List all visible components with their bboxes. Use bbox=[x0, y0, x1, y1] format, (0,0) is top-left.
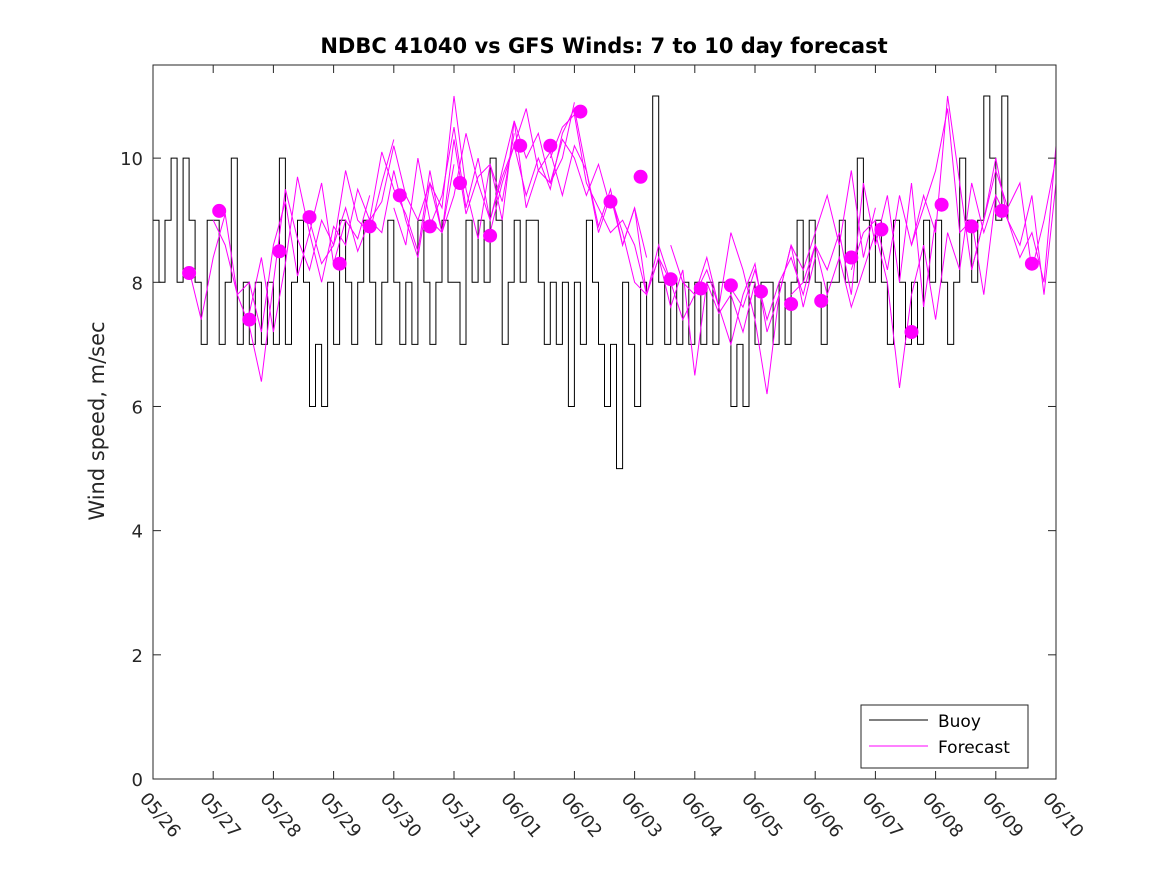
forecast-point-11 bbox=[513, 138, 528, 153]
forecast-point-9 bbox=[453, 176, 467, 190]
forecast-point-1 bbox=[212, 203, 227, 218]
y-tick-label-2: 4 bbox=[132, 522, 143, 543]
forecast-point-28 bbox=[1024, 256, 1039, 271]
forecast-point-8 bbox=[422, 219, 437, 234]
forecast-point-6 bbox=[362, 219, 377, 234]
forecast-trace-9 bbox=[670, 170, 876, 395]
forecast-point-10 bbox=[483, 228, 498, 243]
forecast-point-13 bbox=[573, 104, 588, 119]
forecast-point-12 bbox=[543, 138, 558, 153]
legend-forecast-label: Forecast bbox=[938, 738, 1010, 758]
forecast-point-18 bbox=[723, 278, 738, 293]
forecast-point-23 bbox=[874, 222, 889, 237]
y-axis-label: Wind speed, m/sec bbox=[85, 321, 109, 520]
forecast-trace-10 bbox=[730, 182, 937, 322]
forecast-trace-0 bbox=[188, 182, 371, 333]
forecast-point-5 bbox=[332, 256, 347, 271]
forecast-point-26 bbox=[964, 219, 979, 234]
legend: Buoy Forecast bbox=[860, 704, 1029, 769]
forecast-point-16 bbox=[663, 272, 678, 287]
forecast-point-19 bbox=[754, 284, 768, 299]
forecast-point-21 bbox=[814, 293, 829, 308]
forecast-point-4 bbox=[302, 210, 317, 225]
forecast-trace-11 bbox=[790, 182, 997, 388]
legend-box bbox=[860, 704, 1029, 769]
forecast-point-15 bbox=[633, 169, 648, 184]
forecast-point-7 bbox=[392, 188, 407, 203]
chart-title: NDBC 41040 vs GFS Winds: 7 to 10 day for… bbox=[320, 34, 887, 58]
forecast-trace-5 bbox=[429, 108, 611, 227]
plot-area bbox=[153, 95, 1056, 470]
forecast-trace-4 bbox=[369, 95, 575, 258]
plot-inner bbox=[153, 95, 1056, 470]
y-tick-label-4: 8 bbox=[132, 273, 143, 294]
axes-box bbox=[152, 64, 1057, 780]
forecast-point-22 bbox=[844, 250, 859, 265]
y-tick-label-0: 0 bbox=[132, 770, 143, 791]
y-tick-label-1: 2 bbox=[132, 646, 143, 667]
y-tick-label-3: 6 bbox=[132, 397, 143, 418]
forecast-trace-6 bbox=[489, 106, 672, 295]
forecast-trace-3 bbox=[309, 133, 515, 265]
forecast-point-14 bbox=[603, 194, 618, 209]
y-tick-label-5: 10 bbox=[120, 149, 143, 170]
forecast-point-2 bbox=[242, 312, 257, 327]
buoy-series-line bbox=[153, 95, 1009, 470]
forecast-point-17 bbox=[693, 281, 708, 296]
forecast-point-3 bbox=[272, 244, 287, 259]
legend-buoy-label: Buoy bbox=[938, 712, 981, 732]
forecast-trace-2 bbox=[248, 151, 455, 333]
forecast-point-0 bbox=[182, 266, 197, 280]
forecast-trace-12 bbox=[850, 108, 1056, 295]
forecast-point-24 bbox=[904, 325, 919, 339]
forecast-point-27 bbox=[994, 203, 1009, 218]
forecast-trace-14 bbox=[971, 158, 1056, 271]
forecast-point-20 bbox=[784, 297, 799, 311]
forecast-point-25 bbox=[934, 197, 949, 212]
